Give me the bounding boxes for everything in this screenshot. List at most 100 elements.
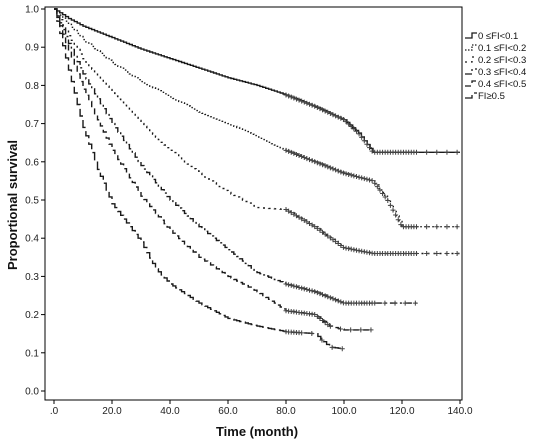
censor-mark: [283, 147, 289, 153]
censor-mark: [317, 227, 323, 233]
censor-mark: [291, 283, 297, 289]
censor-mark: [390, 207, 396, 213]
censor-mark: [314, 290, 320, 296]
censor-mark: [395, 217, 401, 223]
censor-mark: [314, 313, 320, 319]
legend-swatch: [465, 92, 477, 99]
censor-mark: [434, 250, 440, 256]
censor-mark: [320, 292, 326, 298]
legend-swatch: [465, 44, 477, 51]
censor-mark: [322, 163, 328, 169]
y-tick-label: 0.6: [25, 157, 39, 168]
censor-mark: [286, 208, 292, 214]
x-tick-label: 120.0: [389, 406, 414, 417]
censor-mark: [304, 287, 310, 293]
series-line-5: [54, 8, 345, 350]
censor-mark: [343, 245, 349, 251]
censor-mark: [398, 222, 404, 228]
censor-mark: [309, 288, 315, 294]
censor-mark: [353, 247, 359, 253]
censor-mark: [299, 216, 305, 222]
axis-ticks: .0 20.0 40.0 60.0 80.0 100.0 120.0 140.0 0.0 0.1 0…: [25, 5, 473, 418]
censor-mark: [372, 300, 378, 306]
legend-label: 0.3 ≤FI<0.4: [478, 67, 526, 78]
censor-mark: [374, 184, 380, 190]
censor-mark: [299, 330, 305, 336]
censor-mark: [306, 157, 312, 163]
censor-mark: [359, 248, 365, 254]
censor-mark: [343, 171, 349, 177]
censor-mark: [402, 300, 408, 306]
censor-mark: [361, 176, 367, 182]
censor-mark: [301, 286, 307, 292]
censor-mark: [356, 248, 362, 254]
censor-mark: [291, 95, 297, 101]
y-tick-label: 0.0: [25, 387, 39, 398]
plot-frame: [44, 6, 463, 401]
censor-mark: [454, 149, 460, 155]
censor-mark: [327, 165, 333, 171]
censor-mark: [333, 297, 339, 303]
censor-mark: [299, 98, 305, 104]
censor-mark: [330, 296, 336, 302]
censor-mark: [348, 327, 354, 333]
censor-mark: [286, 148, 292, 154]
censor-mark: [333, 239, 339, 245]
censor-mark: [444, 224, 450, 230]
censor-mark: [304, 100, 310, 106]
y-tick-label: 0.9: [25, 43, 39, 54]
censor-mark: [338, 299, 344, 305]
censor-mark: [306, 287, 312, 293]
censor-mark: [330, 112, 336, 118]
censor-mark: [325, 322, 331, 328]
censor-mark: [348, 172, 354, 178]
censor-mark: [329, 344, 335, 350]
censor-mark: [368, 327, 374, 333]
x-tick-label: .0: [50, 406, 59, 417]
censor-mark: [385, 198, 391, 204]
censor-mark: [322, 293, 328, 299]
censor-mark: [364, 249, 370, 255]
censor-mark: [301, 99, 307, 105]
censor-mark: [339, 346, 345, 352]
legend-swatch: [465, 80, 477, 87]
censor-mark: [296, 214, 302, 220]
legend-swatch: [465, 56, 477, 63]
censor-mark: [325, 109, 331, 115]
censor-mark: [367, 145, 373, 151]
censor-mark: [380, 191, 386, 197]
censor-mark: [351, 247, 357, 253]
censor-mark: [335, 168, 341, 174]
legend-label: 0.2 ≤FI<0.3: [478, 55, 526, 66]
censor-mark: [296, 284, 302, 290]
censor-mark: [312, 159, 318, 165]
censor-mark: [335, 298, 341, 304]
y-tick-label: 0.8: [25, 81, 39, 92]
censor-mark: [293, 284, 299, 290]
censor-mark: [367, 177, 373, 183]
censor-mark: [353, 174, 359, 180]
series-line-3: [54, 8, 417, 304]
censor-mark: [283, 207, 289, 213]
censor-mark: [320, 229, 326, 235]
censor-mark: [293, 213, 299, 219]
censor-mark: [444, 250, 450, 256]
censor-mark: [314, 225, 320, 231]
y-tick-label: 1.0: [25, 5, 39, 16]
censor-mark: [333, 113, 339, 119]
censor-mark: [288, 94, 294, 100]
censor-mark: [346, 171, 352, 177]
censor-mark: [335, 114, 341, 120]
censor-mark: [304, 219, 310, 225]
censor-mark: [369, 178, 375, 184]
censor-mark: [286, 282, 292, 288]
censor-mark: [325, 164, 331, 170]
censor-mark: [343, 119, 349, 125]
censor-mark: [424, 224, 430, 230]
censor-mark: [434, 224, 440, 230]
censor-mark: [283, 92, 289, 98]
censor-mark: [317, 315, 323, 321]
censor-mark: [414, 224, 419, 230]
censor-mark: [356, 131, 362, 137]
